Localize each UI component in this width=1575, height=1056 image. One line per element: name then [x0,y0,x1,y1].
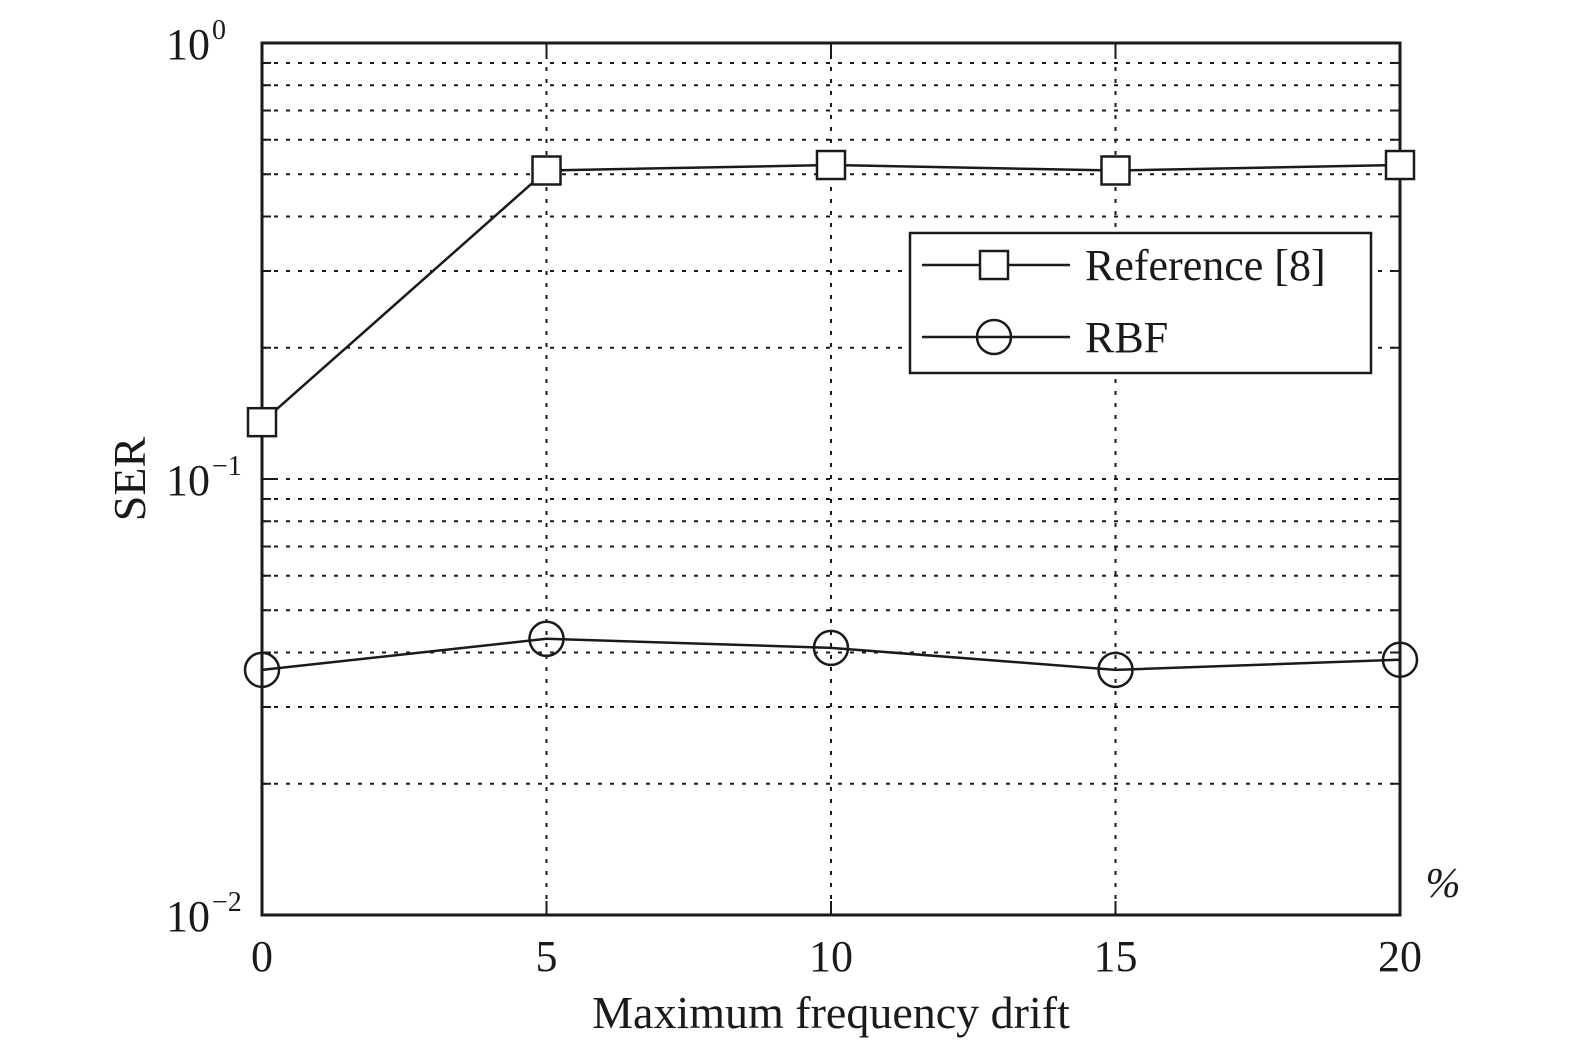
y-axis-title: SER [104,437,155,522]
square-marker [815,149,847,181]
legend-item: Reference [8] [922,241,1326,290]
y-tick-label-base: 10 [166,20,210,69]
x-axis-unit-label: % [1426,861,1461,907]
square-marker [531,155,562,186]
circle-marker [243,651,281,689]
x-tick-label: 15 [1094,932,1138,981]
legend-label: Reference [8] [1085,241,1326,290]
series-layer [243,149,1419,689]
series-line [261,637,1401,672]
y-tick-label: 10 −1 [166,451,242,505]
legend-square-marker [978,249,1010,281]
circle-marker [1097,651,1134,689]
legend-item: RBF [922,313,1168,362]
y-tick-label-base: 10 [166,892,210,941]
series-0 [246,149,1416,438]
y-tick-label: 10 −2 [166,887,242,941]
y-tick-label: 10 0 [166,15,226,69]
y-tick-label-exponent: −2 [212,887,242,918]
x-tick-label: 5 [536,932,558,981]
series-1 [243,620,1419,689]
legend-circle-marker [975,318,1013,356]
y-tick-label-exponent: 0 [212,15,226,46]
circle-marker [528,620,565,658]
x-tick-label: 10 [809,932,853,981]
circle-marker [1381,641,1419,678]
x-axis-title: Maximum frequency drift [592,987,1070,1038]
legend-label: RBF [1085,313,1168,362]
labels: Maximum frequency drift SER % [104,437,1461,1038]
y-tick-label-exponent: −1 [212,451,242,482]
circle-marker [812,629,850,667]
y-tick-label-base: 10 [166,456,210,505]
legend: Reference [8] RBF [908,231,1373,375]
x-tick-label: 20 [1378,932,1422,981]
square-marker [246,406,278,438]
square-marker [1100,155,1131,186]
square-marker [1384,149,1416,181]
x-tick-label: 0 [251,932,273,981]
